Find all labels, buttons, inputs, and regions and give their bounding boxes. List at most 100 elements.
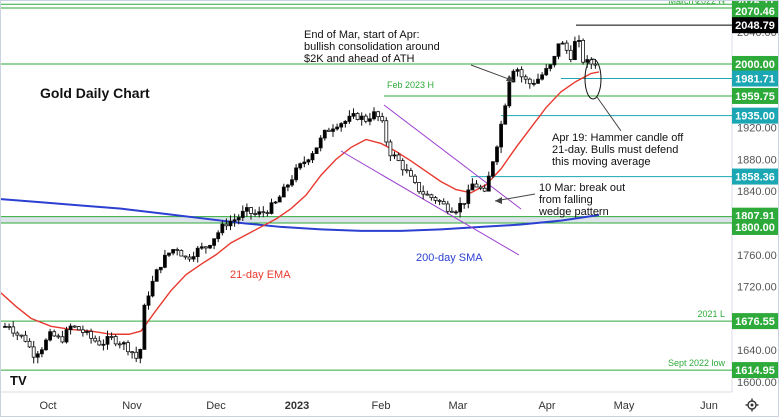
sma-200-line xyxy=(1,198,600,232)
series-label-sma: 200-day SMA xyxy=(416,252,483,264)
candle-body xyxy=(331,128,335,132)
candle-body xyxy=(388,141,393,157)
levels-layer: ATH (Aug 2020)March 2022 H Feb 2023 H 2021… xyxy=(1,1,732,371)
price-tag xyxy=(732,313,778,330)
hammer-highlight-ellipse xyxy=(584,58,602,100)
candle-body xyxy=(511,70,516,83)
candle-body xyxy=(408,170,413,177)
candle-body xyxy=(556,43,561,57)
candle-body xyxy=(454,211,458,214)
candle-body xyxy=(326,129,331,132)
candle-body xyxy=(232,219,237,222)
candle-body xyxy=(495,146,499,163)
candle-body xyxy=(97,340,102,346)
candle-body xyxy=(85,331,89,333)
candle-body xyxy=(208,244,212,249)
price-tag xyxy=(732,107,778,124)
candle-body xyxy=(195,247,200,258)
candle-body xyxy=(540,74,544,80)
wedge-lower-line xyxy=(340,150,520,256)
candle-body xyxy=(351,113,356,117)
annotation-line: Apr 19: Hammer candle off xyxy=(552,132,684,144)
candle-body xyxy=(527,78,532,85)
candle-body xyxy=(27,340,32,348)
candle-body xyxy=(532,82,536,85)
y-tick-label: 1920.00 xyxy=(737,123,777,135)
candle-body xyxy=(581,39,585,63)
y-tick-label: 1720.00 xyxy=(737,282,777,294)
candle-body xyxy=(322,129,327,139)
candle-body xyxy=(52,331,57,337)
candle-body xyxy=(290,179,294,186)
candle-body xyxy=(212,238,217,246)
x-axis: Oct Nov Dec 2023 Feb Mar Apr May Jun xyxy=(39,400,717,412)
y-tick-label: 1760.00 xyxy=(737,250,777,262)
price-tag-label: 1614.95 xyxy=(735,365,775,377)
candle-body xyxy=(220,223,225,234)
candle-body xyxy=(167,252,171,256)
candle-body xyxy=(490,161,495,177)
candle-body xyxy=(224,223,229,227)
candle-body xyxy=(81,329,85,333)
y-tick-label: 1880.00 xyxy=(737,154,777,166)
candle-body xyxy=(228,220,233,227)
gear-icon[interactable] xyxy=(745,398,759,412)
candle-body xyxy=(154,269,159,282)
candle-body xyxy=(552,55,557,66)
candle-body xyxy=(277,196,282,203)
ema-21-line xyxy=(1,71,600,335)
annotation-line: 21-day. Bulls must defend xyxy=(552,144,678,156)
candle-body xyxy=(548,64,553,69)
price-tags: 2075.112070.462048.792000.001981.711959.… xyxy=(732,1,778,379)
candle-body xyxy=(449,210,454,213)
candle-body xyxy=(441,201,446,205)
candle-body xyxy=(544,68,549,76)
candle-body xyxy=(392,154,397,157)
x-tick-label: Feb xyxy=(372,400,391,412)
price-tag xyxy=(732,70,778,87)
candle-body xyxy=(577,39,581,42)
y-tick-label: 1600.00 xyxy=(737,377,777,389)
candle-body xyxy=(486,175,491,192)
candle-body xyxy=(72,325,77,328)
chart-title: Gold Daily Chart xyxy=(40,85,150,101)
annotation-hammer: Apr 19: Hammer candle off 21-day. Bulls … xyxy=(552,58,684,168)
price-tag xyxy=(732,168,778,185)
candle-body xyxy=(380,116,385,122)
candle-body xyxy=(458,202,463,213)
candle-body xyxy=(138,349,143,359)
price-tag-label: 1981.71 xyxy=(735,74,775,86)
candle-body xyxy=(187,256,192,260)
x-tick-label: Jun xyxy=(700,400,718,412)
candle-body xyxy=(203,246,208,249)
price-tag-label: 2070.46 xyxy=(735,6,775,18)
candle-body xyxy=(117,343,122,346)
price-tag xyxy=(732,2,778,19)
annotation-consolidation: End of Mar, start of Apr: bullish consol… xyxy=(304,29,515,82)
candle-body xyxy=(302,161,307,165)
x-tick-label: Nov xyxy=(122,400,142,412)
price-tag-label: 2000.00 xyxy=(735,59,775,71)
annotation-line: 10 Mar: break out xyxy=(539,182,625,194)
candle-body xyxy=(568,49,573,60)
candle-body xyxy=(482,187,487,192)
candle-body xyxy=(421,191,426,195)
price-tag xyxy=(732,87,778,104)
candle-body xyxy=(60,336,65,343)
candle-body xyxy=(105,336,110,345)
level-label: Feb 2023 H xyxy=(387,80,434,90)
candle-body xyxy=(113,336,118,345)
candle-body xyxy=(93,337,98,342)
candle-body xyxy=(3,325,7,328)
price-tag-label: 1935.00 xyxy=(735,111,775,123)
candle-body xyxy=(89,331,93,339)
candle-body xyxy=(35,353,40,358)
candle-body xyxy=(400,160,405,171)
candle-body xyxy=(19,334,24,337)
candle-body xyxy=(470,183,475,191)
candle-body xyxy=(236,217,241,221)
annotation-arrowhead xyxy=(506,75,514,81)
price-tag xyxy=(732,362,778,379)
candle-body xyxy=(515,69,520,72)
candle-body xyxy=(64,329,69,343)
